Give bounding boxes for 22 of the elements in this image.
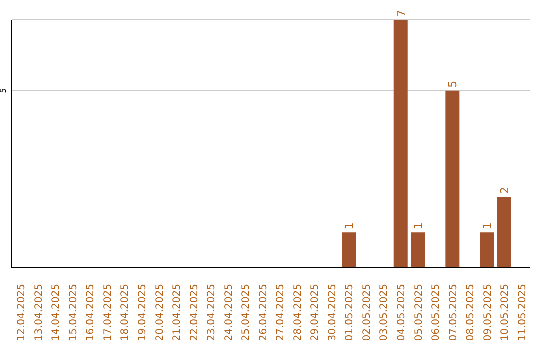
x-tick-label: 14.04.2025 <box>51 284 62 340</box>
data-label: 1 <box>412 222 426 230</box>
bar <box>446 90 460 268</box>
x-tick-label: 18.04.2025 <box>120 284 132 340</box>
data-label: 2 <box>498 187 512 194</box>
x-tick-label: 17.04.2025 <box>102 284 114 340</box>
x-tick-label: 19.04.2025 <box>138 284 148 340</box>
bar <box>394 20 408 268</box>
x-tick-label: 12.04.2025 <box>16 284 28 340</box>
x-tick-label: 15.04.2025 <box>68 284 80 340</box>
bar <box>411 232 426 268</box>
x-tick-label: 11.05.2025 <box>517 284 528 340</box>
x-tick-label: 13.04.2025 <box>34 284 45 340</box>
data-label: 1 <box>343 222 356 230</box>
bar <box>480 232 494 268</box>
bar <box>342 232 356 268</box>
x-tick-label: 16.04.2025 <box>86 284 97 340</box>
x-tick-label: 10.05.2025 <box>500 284 512 340</box>
bar <box>497 197 512 268</box>
data-label: 1 <box>481 222 494 230</box>
data-label: 5 <box>446 80 460 88</box>
data-label: 7 <box>394 10 408 17</box>
